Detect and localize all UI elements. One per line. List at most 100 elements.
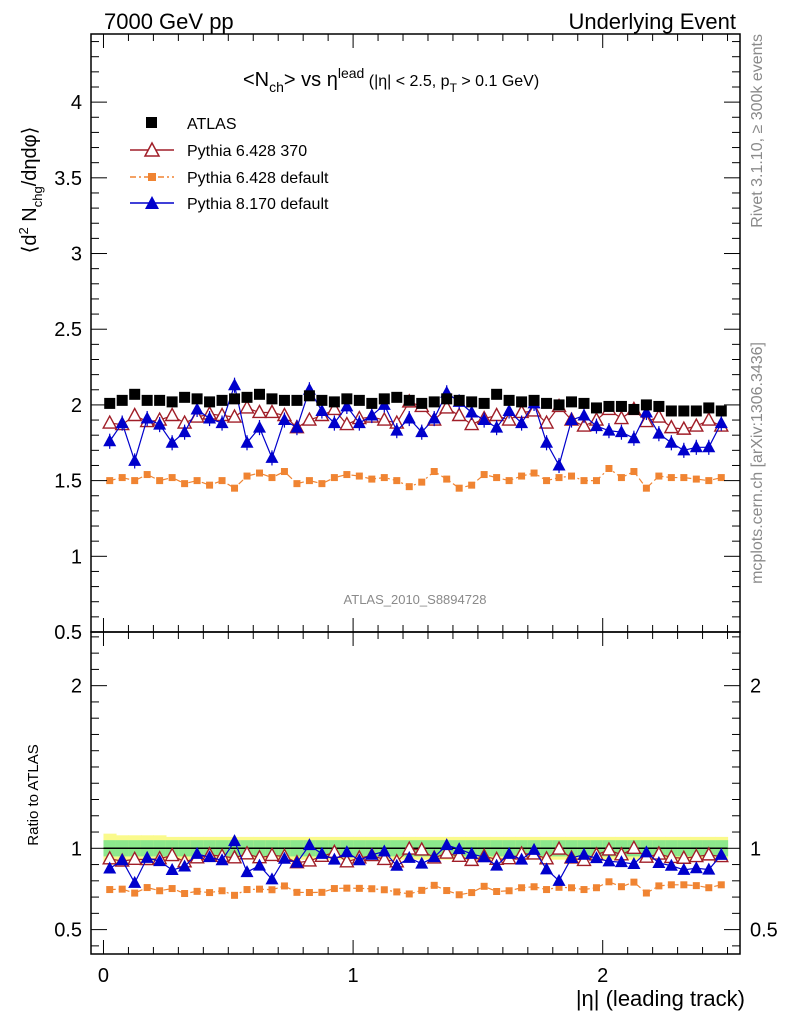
ratio-series-2-point — [480, 882, 488, 890]
ratio-ytick-label-right: 1 — [750, 838, 761, 860]
ratio-series-3-point — [103, 861, 117, 874]
main-series-0-point — [341, 393, 353, 405]
legend-entry-pythia6-default: Pythia 6.428 default — [130, 170, 329, 187]
main-series-2-point — [455, 484, 463, 492]
main-series-2-point — [231, 484, 239, 492]
ratio-series-2-point — [493, 888, 501, 896]
main-series-3-point — [652, 426, 666, 439]
main-series-3-point — [165, 435, 179, 448]
ratio-series-3-point — [390, 858, 404, 871]
ratio-xtick-label: 0 — [98, 965, 109, 987]
ratio-series-3-point — [515, 852, 529, 865]
ratio-series-1-point — [626, 839, 642, 854]
main-series-3-point — [340, 399, 354, 412]
main-series-3-point — [490, 420, 504, 433]
main-y-ticks: 0.5 1 1.5 2 2.5 3 3.5 4 — [54, 41, 740, 644]
ratio-series-3-point — [714, 847, 728, 860]
ratio-series-2-point — [168, 885, 176, 893]
main-series-3-point — [465, 405, 479, 418]
main-series-3-point — [689, 440, 703, 453]
main-series-2-point — [655, 472, 663, 480]
main-series-1-point — [613, 410, 630, 425]
main-ytick-label: 1.5 — [54, 471, 82, 493]
main-series-0-point — [129, 388, 141, 400]
ratio-series-1-point — [264, 846, 280, 862]
ratio-series-2-point — [255, 885, 263, 893]
main-series-2-point — [617, 474, 625, 482]
ratio-series-2-point — [343, 884, 351, 892]
ratio-series-2-point — [330, 885, 338, 893]
main-series-1-point — [501, 411, 517, 426]
main-series-0-point — [366, 397, 378, 409]
ratio-series-3-point — [402, 850, 416, 863]
ratio-series-2-point — [518, 884, 526, 892]
main-series-3-point — [352, 416, 366, 429]
main-series-0-point — [204, 396, 216, 408]
ratio-series-2-point — [692, 882, 700, 890]
ratio-ytick-label-right: 0.5 — [750, 920, 778, 942]
legend-marker-pythia8 — [145, 196, 159, 209]
main-series-0-point — [104, 397, 116, 409]
ratio-series-2-point — [380, 886, 388, 894]
ratio-series-3-point — [502, 846, 516, 859]
ratio-series-3-point — [639, 845, 653, 858]
main-series-2-point — [206, 481, 214, 489]
ratio-series-2-point — [368, 885, 376, 893]
main-series-0-point — [278, 394, 290, 406]
legend-entry-pythia8: Pythia 8.170 default — [130, 196, 329, 213]
ratio-series-2-point — [655, 882, 663, 890]
legend-marker-pythia6-370 — [143, 141, 161, 157]
main-series-2-point — [543, 477, 551, 485]
main-series-2-point — [156, 477, 164, 485]
main-ytick-label: 2.5 — [54, 319, 82, 341]
main-series-1-point — [463, 416, 480, 431]
y-axis-label: ⟨d2 Nchg/dηdφ⟩ — [16, 127, 45, 254]
ratio-series-2-point — [543, 886, 551, 894]
legend-label-pythia6-default: Pythia 6.428 default — [187, 170, 329, 187]
ratio-series-2-point — [468, 889, 476, 897]
main-series-2-point — [518, 472, 526, 480]
ratio-series-3-point — [340, 845, 354, 858]
ratio-series-3-point — [377, 844, 391, 857]
main-series-3-point — [477, 413, 491, 426]
ratio-series-3-point — [190, 846, 204, 859]
main-series-0-point — [353, 394, 365, 406]
main-series-0-point — [628, 403, 640, 415]
ratio-series-3-point — [465, 846, 479, 859]
ratio-series-2-point — [555, 883, 563, 891]
ratio-series-3-point — [178, 859, 192, 872]
main-panel: 0.5 1 1.5 2 2.5 3 3.5 4 <Nch> vs ηlead (|η| < 2… — [16, 33, 741, 644]
legend-marker-atlas — [146, 117, 157, 128]
legend-label-atlas: ATLAS — [187, 116, 237, 133]
main-series-2-point — [243, 472, 251, 480]
main-series-1-point — [451, 407, 467, 422]
ratio-series-2-point — [717, 881, 725, 889]
main-series-0-point — [316, 394, 328, 406]
main-series-0-point — [690, 405, 702, 417]
ratio-series-2-point — [355, 884, 363, 892]
ratio-series-1-point — [127, 850, 143, 865]
main-series-0-point — [191, 393, 203, 405]
ratio-series-2-point — [667, 881, 675, 889]
main-series-0-point — [665, 405, 677, 417]
main-series-0-point — [266, 393, 278, 405]
main-series-1-point — [164, 407, 180, 422]
main-series-0-point — [590, 402, 602, 414]
main-series-0-point — [253, 388, 265, 400]
main-series-2-point — [380, 474, 388, 482]
ratio-series-2-point — [505, 887, 513, 895]
main-series-3-point — [565, 413, 579, 426]
main-series-0-point — [116, 394, 128, 406]
main-series-2-point — [605, 464, 613, 472]
main-series-3-point — [190, 402, 204, 415]
main-series-0-point — [303, 390, 315, 402]
main-series-0-point — [166, 396, 178, 408]
main-series-2-point — [443, 475, 451, 483]
main-series-3-point — [664, 435, 678, 448]
ratio-series-1-point — [414, 841, 430, 856]
ratio-series-3-point — [452, 842, 466, 855]
ratio-series-1-point — [551, 840, 567, 855]
ratio-series-1-point — [164, 847, 180, 862]
main-series-1-point — [301, 411, 318, 426]
